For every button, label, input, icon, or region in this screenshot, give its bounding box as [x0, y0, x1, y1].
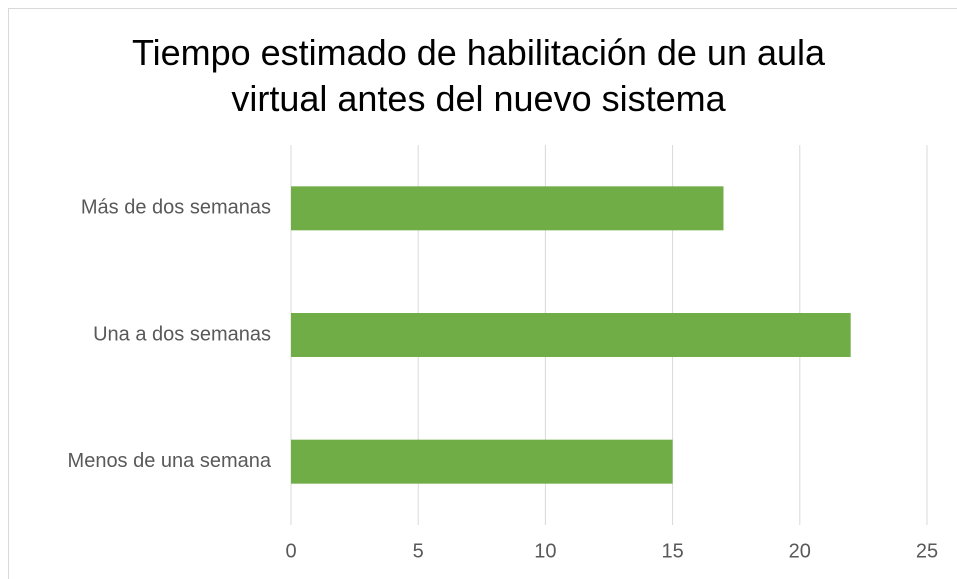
x-tick-label: 10	[534, 540, 556, 562]
chart-border	[8, 8, 957, 579]
y-tick-label: Una a dos semanas	[93, 323, 271, 345]
x-tick-label: 25	[916, 540, 938, 562]
chart-title: Tiempo estimado de habilitación de un au…	[131, 32, 826, 119]
y-tick-label: Más de dos semanas	[81, 197, 271, 219]
x-tick-label: 15	[661, 540, 683, 562]
x-tick-label: 20	[789, 540, 811, 562]
bar	[291, 186, 724, 231]
x-tick-label: 0	[285, 540, 296, 562]
y-tick-label: Menos de una semana	[68, 450, 272, 472]
bar	[291, 439, 673, 484]
bar	[291, 313, 851, 357]
x-tick-label: 5	[413, 540, 424, 562]
